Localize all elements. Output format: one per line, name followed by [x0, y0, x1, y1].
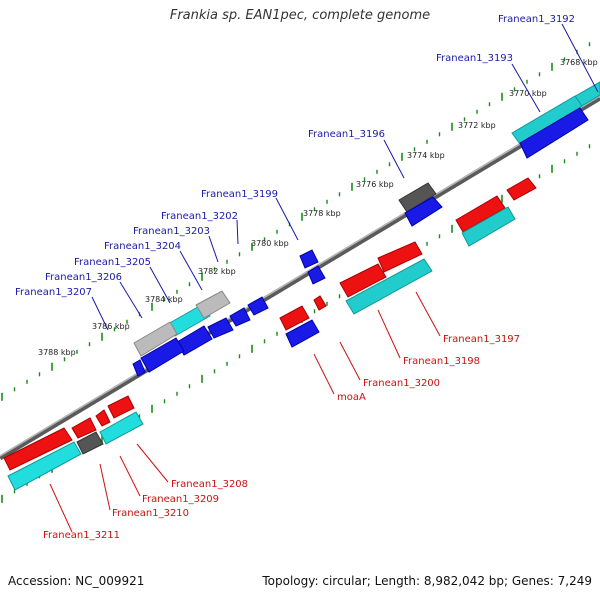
gene-red-3198b[interactable] — [339, 263, 387, 298]
gene-gray-3196[interactable] — [398, 182, 437, 213]
gene-label-3210[interactable]: Franean1_3210 — [112, 508, 189, 519]
gene-label-3211[interactable]: Franean1_3211 — [43, 530, 120, 541]
kbp-label: 3776 kbp — [356, 180, 394, 189]
gene-label-3202[interactable]: Franean1_3202 — [161, 211, 238, 222]
gene-label-3208[interactable]: Franean1_3208 — [171, 479, 248, 490]
gene-blue-3199a[interactable] — [299, 249, 319, 269]
kbp-label: 3782 kbp — [198, 267, 236, 276]
gene-red-3209[interactable] — [95, 409, 111, 427]
kbp-label: 3770 kbp — [509, 89, 547, 98]
leader-lines — [49, 23, 599, 533]
kbp-label: 3774 kbp — [407, 151, 445, 160]
gene-label-3205[interactable]: Franean1_3205 — [74, 257, 151, 268]
gene-label-3203[interactable]: Franean1_3203 — [133, 226, 210, 237]
gene-red-moaA[interactable] — [313, 295, 327, 311]
gene-blue-3203[interactable] — [229, 307, 251, 327]
kbp-label: 3788 kbp — [38, 348, 76, 357]
gene-cyan-3197[interactable] — [461, 206, 516, 247]
gene-labels-lower: Franean1_3197 Franean1_3198 Franean1_320… — [43, 334, 520, 541]
gene-label-3198[interactable]: Franean1_3198 — [403, 356, 480, 367]
tick-row-top — [1, 42, 591, 401]
genome-title: Frankia sp. EAN1pec, complete genome — [169, 8, 431, 23]
gene-red-3211[interactable] — [3, 427, 73, 471]
gene-labels-upper: Franean1_3192 Franean1_3193 Franean1_319… — [15, 14, 575, 298]
gene-red-3208[interactable] — [107, 395, 135, 419]
gene-label-3209[interactable]: Franean1_3209 — [142, 494, 219, 505]
gene-label-3207[interactable]: Franean1_3207 — [15, 287, 92, 298]
gene-label-3197[interactable]: Franean1_3197 — [443, 334, 520, 345]
gene-red-3200[interactable] — [279, 305, 310, 331]
gene-label-3196[interactable]: Franean1_3196 — [308, 129, 385, 140]
gene-blue-3204[interactable] — [207, 317, 234, 339]
gene-red-3210[interactable] — [71, 417, 97, 439]
gene-cyan-3193[interactable] — [511, 95, 583, 145]
gene-blue-3199b[interactable] — [307, 265, 326, 285]
kbp-label: 3780 kbp — [251, 239, 289, 248]
gene-lightgray-3206[interactable] — [195, 290, 231, 319]
gene-label-3199[interactable]: Franean1_3199 — [201, 189, 278, 200]
kbp-label: 3786 kbp — [92, 322, 130, 331]
gene-label-3204[interactable]: Franean1_3204 — [104, 241, 181, 252]
genome-info-label: Topology: circular; Length: 8,982,042 bp… — [262, 574, 592, 588]
gene-label-3200[interactable]: Franean1_3200 — [363, 378, 440, 389]
gene-red-3195[interactable] — [506, 177, 537, 201]
gene-label-3193[interactable]: Franean1_3193 — [436, 53, 513, 64]
gene-blue-3200[interactable] — [285, 319, 320, 348]
upper-strand-genes — [132, 81, 600, 377]
accession-label: Accession: NC_009921 — [8, 574, 145, 588]
kbp-label: 3784 kbp — [145, 295, 183, 304]
genome-backbone — [0, 95, 600, 461]
kbp-scale: 3768 kbp 3770 kbp 3772 kbp 3774 kbp 3776… — [38, 58, 598, 357]
gene-gray-3210[interactable] — [76, 431, 104, 455]
gene-blue-3194[interactable] — [519, 107, 589, 159]
kbp-label: 3778 kbp — [303, 209, 341, 218]
lower-strand-genes — [3, 177, 537, 491]
gene-cyan-3211[interactable] — [7, 441, 82, 491]
gene-blue-3202[interactable] — [247, 296, 269, 316]
gene-label-3206[interactable]: Franean1_3206 — [45, 272, 122, 283]
gene-label-moaA[interactable]: moaA — [337, 392, 366, 403]
gene-blue-3196[interactable] — [404, 196, 443, 227]
gene-lightgray-3207[interactable] — [133, 321, 178, 357]
gene-red-3197[interactable] — [455, 195, 506, 233]
kbp-label: 3772 kbp — [458, 121, 496, 130]
gene-blue-3207b[interactable] — [132, 359, 146, 377]
gene-red-3198a[interactable] — [377, 241, 423, 273]
gene-label-3192[interactable]: Franean1_3192 — [498, 14, 575, 25]
kbp-label: 3768 kbp — [560, 58, 598, 67]
gene-cyan-3209[interactable] — [99, 411, 144, 445]
gene-cyan-3198[interactable] — [345, 258, 433, 315]
gene-blue-3206b[interactable] — [140, 337, 185, 373]
